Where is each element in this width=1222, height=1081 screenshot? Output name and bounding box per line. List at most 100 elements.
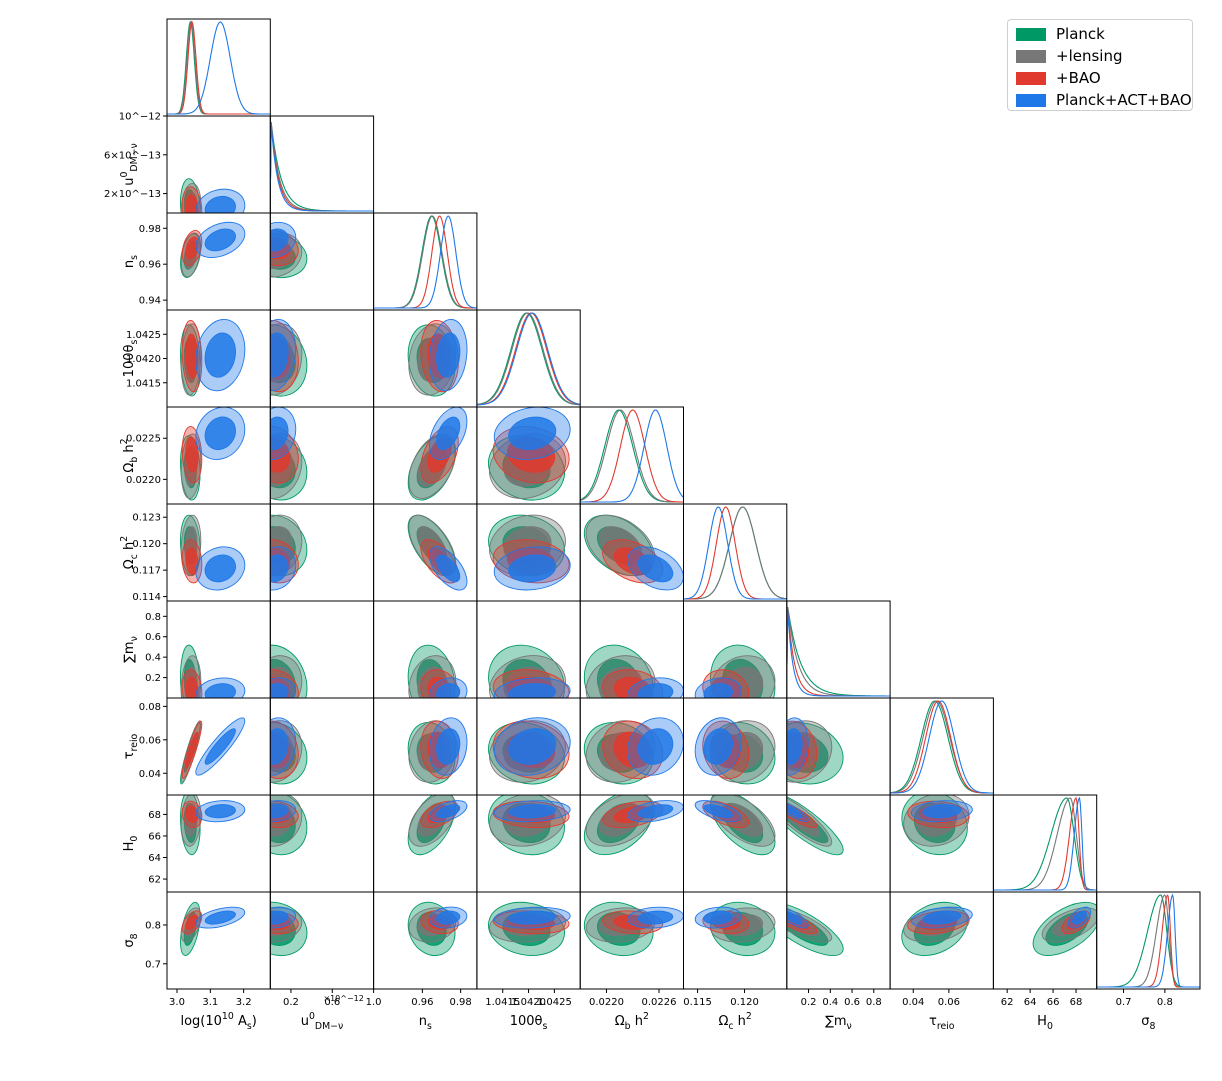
x-axis-label-logA: log(1010​ As​) (180, 1011, 256, 1032)
marginal-u_dm_nu-series-3 (270, 123, 374, 212)
x-tick-label: 68 (1070, 997, 1083, 1008)
panel-H0-u_dm_nu (269, 794, 375, 893)
panel-sigma8-u_dm_nu: 0.2 0.6 1.0 (269, 891, 382, 1008)
y-tick-label: 0.96 (139, 260, 161, 271)
y-tick-label: 6×10^−13 (104, 150, 161, 161)
y-tick-label: 1.0425 (126, 330, 161, 341)
x-axis-label-mnu: ∑mν​ (825, 1014, 852, 1032)
y-axis-label-tau: τreio​ (122, 733, 140, 759)
x-tick-label: 3.0 (169, 997, 185, 1008)
y-tick-label: 1.0420 (126, 354, 161, 365)
marginal-theta-series-3 (476, 312, 581, 406)
x-tick-label: 0.2 (801, 997, 817, 1008)
y-tick-label: 0.7 (145, 959, 161, 970)
panel-sigma8-logA: 0.7 0.8 3.0 3.1 3.2 (145, 891, 271, 1008)
contour-68-series-3 (270, 728, 289, 765)
panel-theta-theta (476, 309, 581, 408)
panel-ns-ns (373, 212, 478, 311)
panel-mnu-ombh2 (579, 600, 685, 699)
panel-H0-tau (889, 794, 994, 893)
contour-68-series-3 (270, 910, 289, 925)
contour-68-series-2 (185, 436, 199, 473)
marginal-sigma8-series-1 (1096, 894, 1200, 988)
contour-68-series-3 (204, 195, 236, 213)
panel-tau-theta (476, 697, 581, 796)
contour-68-series-2 (185, 547, 199, 576)
panel-ns-logA: 0.94 0.96 0.98 (139, 212, 271, 311)
y-tick-label: 0.08 (139, 702, 161, 713)
marginal-theta-series-1 (476, 312, 581, 406)
y-tick-label: 0.4 (145, 653, 161, 664)
x-tick-label: 0.115 (683, 997, 712, 1008)
panel-tau-mnu (786, 697, 891, 796)
contour-68-series-3 (637, 554, 674, 583)
panel-tau-ns (373, 697, 478, 796)
y-tick-label: 0.117 (132, 566, 161, 577)
contour-68-series-3 (436, 910, 461, 925)
y-tick-label: 0.6 (145, 632, 161, 643)
contour-68-series-3 (204, 228, 236, 252)
marginal-tau-series-2 (890, 700, 994, 794)
panel-H0-omch2 (683, 794, 788, 893)
marginal-sigma8-series-3 (1096, 893, 1200, 988)
contour-68-series-3 (508, 554, 557, 583)
x-axis-label-omch2: Ωc​ h2​ (718, 1011, 751, 1032)
contour-68-series-3 (508, 728, 557, 765)
x-tick-label: 3.2 (236, 997, 252, 1008)
marginal-ns-series-3 (373, 215, 477, 309)
panel-logA-logA (166, 18, 271, 117)
panel-mnu-mnu (786, 600, 891, 699)
panel-ombh2-u_dm_nu (269, 406, 375, 505)
x-tick-label: 1.0420 (511, 997, 546, 1008)
contour-68-series-3 (637, 804, 674, 819)
contour-68-series-2 (185, 731, 199, 769)
contour-68-series-3 (703, 910, 733, 925)
marginal-ns-series-2 (373, 215, 477, 309)
contour-68-series-3 (703, 728, 733, 765)
marginal-theta-series-0 (476, 312, 581, 406)
panel-frame (786, 600, 891, 699)
panel-theta-logA: 1.0415 1.0420 1.0425 (126, 309, 271, 408)
x-tick-label: 0.120 (730, 997, 759, 1008)
contour-68-series-3 (436, 332, 461, 378)
contour-68-series-3 (204, 910, 236, 925)
panel-sigma8-sigma8: 0.7 0.8 (1096, 891, 1201, 1008)
contour-68-series-3 (922, 910, 962, 925)
y-tick-label: 0.94 (139, 296, 161, 307)
y-tick-label: 68 (148, 810, 161, 821)
x-tick-label: 0.96 (411, 997, 433, 1008)
marginal-tau-series-0 (890, 700, 994, 794)
x-axis-label-sigma8: σ8​ (1141, 1014, 1155, 1032)
contour-68-series-3 (270, 554, 289, 583)
x-tick-label: 0.04 (902, 997, 924, 1008)
panel-H0-theta (476, 794, 581, 893)
x-tick-label: 0.6 (844, 997, 860, 1008)
x-tick-label: 0.7 (1116, 997, 1132, 1008)
x-tick-label: 0.8 (866, 997, 882, 1008)
contour-68-series-3 (508, 804, 557, 819)
y-axis-label-u_dm_nu: u0​DM−ν​ (119, 143, 140, 186)
legend-swatch (1016, 93, 1046, 107)
y-tick-label: 0.0225 (126, 434, 161, 445)
y-tick-label: 64 (148, 853, 161, 864)
panel-tau-ombh2 (579, 697, 685, 796)
legend-label: Planck (1056, 25, 1105, 43)
x-tick-label: 0.6 (324, 997, 340, 1008)
y-tick-label: 0.114 (132, 592, 161, 603)
marginal-mnu-series-0 (786, 606, 891, 697)
contour-68-series-2 (185, 236, 199, 260)
x-axis-label-tau: τreio​ (929, 1014, 955, 1032)
marginal-logA-series-3 (167, 21, 271, 115)
legend: Planck +lensing +BAO Planck+ACT+BAO (1007, 19, 1193, 111)
x-tick-label: 66 (1047, 997, 1060, 1008)
contour-68-series-3 (204, 554, 236, 583)
marginal-ombh2-series-0 (580, 409, 684, 503)
x-tick-label: 0.06 (938, 997, 960, 1008)
legend-swatch (1016, 49, 1046, 63)
marginal-ombh2-series-2 (580, 409, 684, 503)
y-tick-label: 0.8 (145, 920, 161, 931)
panel-omch2-theta (476, 503, 581, 602)
x-tick-label: 0.0226 (641, 997, 676, 1008)
panel-tau-logA: 0.04 0.06 0.08 (139, 697, 271, 796)
